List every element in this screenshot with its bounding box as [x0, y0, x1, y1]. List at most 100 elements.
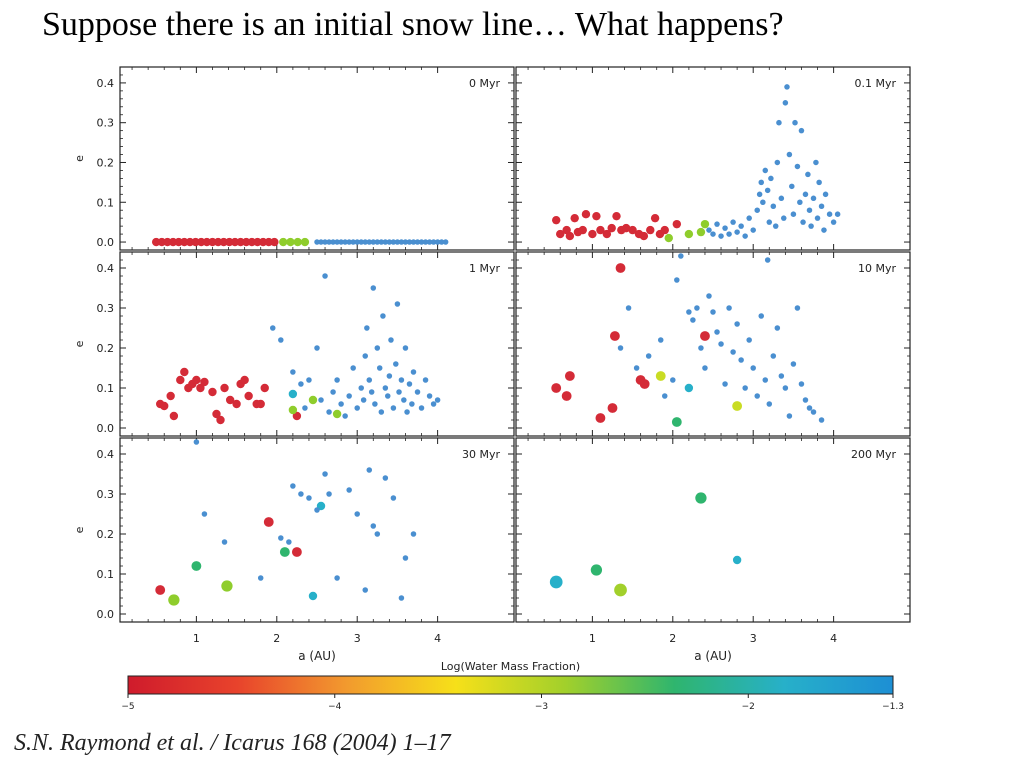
data-point [646, 225, 655, 235]
data-point [570, 213, 579, 223]
data-point [221, 580, 233, 592]
data-point [396, 389, 402, 395]
data-point [750, 227, 756, 233]
data-point [770, 353, 777, 359]
data-point [821, 227, 827, 233]
data-point [782, 385, 789, 391]
data-point [434, 239, 441, 245]
data-point [410, 239, 417, 245]
data-point [244, 391, 253, 401]
panel-30-myr: 0.0 0.1 0.2 0.3 0.4 e 1 2 3 4 a (AU) 30 Myr [73, 437, 515, 663]
data-point [322, 239, 328, 245]
data-point [155, 585, 166, 595]
data-point [756, 191, 763, 198]
data-point [342, 239, 348, 245]
data-point [350, 365, 356, 371]
data-point [225, 395, 235, 405]
data-point [368, 389, 375, 395]
citation: S.N. Raymond et al. / Icarus 168 (2004) … [14, 730, 451, 756]
data-point [442, 239, 449, 245]
data-point [786, 413, 793, 419]
x-axis-label: a (AU) [298, 649, 336, 663]
data-point [639, 231, 649, 241]
data-point [774, 325, 781, 331]
data-point [318, 239, 324, 245]
y-tick-label: 0.4 [97, 448, 115, 461]
data-point [382, 385, 389, 391]
data-point [288, 389, 298, 399]
data-point [766, 219, 773, 225]
data-point [263, 517, 274, 527]
data-point [722, 381, 728, 387]
data-point [698, 345, 704, 351]
data-point [354, 511, 360, 517]
data-point [602, 229, 612, 239]
data-point [390, 239, 397, 245]
slide-title: Suppose there is an initial snow line… W… [42, 6, 784, 43]
data-point [401, 397, 407, 403]
data-point [193, 439, 200, 445]
x-tick-label: 4 [434, 632, 441, 645]
data-point [726, 305, 732, 311]
data-point [257, 575, 264, 581]
y-tick-label: 0.3 [97, 302, 115, 315]
data-point [346, 239, 352, 245]
data-point [293, 237, 302, 247]
data-point [730, 349, 736, 355]
x-tick-label: 1 [589, 632, 596, 645]
data-point [678, 253, 684, 259]
data-point [422, 239, 429, 245]
data-point [393, 361, 399, 367]
data-point [409, 401, 415, 407]
x-tick-label: 1 [193, 632, 200, 645]
panel-time-label: 200 Myr [851, 448, 896, 461]
data-point [370, 239, 377, 245]
data-point [374, 345, 381, 351]
data-point [684, 383, 694, 393]
data-point [291, 547, 302, 557]
data-point [278, 337, 284, 343]
panel-time-label: 10 Myr [858, 262, 896, 275]
data-point [718, 233, 724, 239]
panel-frame [515, 251, 911, 437]
data-point [639, 379, 650, 389]
data-point [798, 381, 805, 387]
data-point [378, 409, 385, 415]
data-point [390, 495, 397, 501]
data-point [738, 223, 744, 229]
y-tick-label: 0.1 [97, 382, 115, 395]
data-point [166, 391, 175, 401]
data-point [358, 385, 364, 391]
data-point [607, 403, 618, 413]
data-point [754, 207, 760, 213]
data-point [615, 263, 626, 273]
data-point [706, 227, 712, 233]
data-point [221, 539, 228, 545]
data-point [192, 375, 201, 385]
y-tick-label: 0.4 [97, 262, 115, 275]
data-point [734, 229, 740, 235]
data-point [621, 223, 631, 233]
data-point [786, 151, 793, 158]
y-tick-label: 0.0 [97, 422, 115, 435]
data-point [561, 391, 572, 401]
data-point [792, 119, 798, 126]
x-tick-label: 3 [354, 632, 361, 645]
data-point [806, 405, 813, 411]
panel-time-label: 0 Myr [469, 77, 500, 90]
data-point [354, 405, 360, 411]
data-point [710, 309, 716, 315]
data-point [216, 415, 225, 425]
data-point [376, 365, 383, 371]
data-point [176, 375, 185, 385]
data-point [588, 229, 597, 239]
data-point [696, 227, 706, 237]
panel-1-myr: 0.0 0.1 0.2 0.3 0.4 e 1 Myr [73, 251, 515, 437]
panel-frame [515, 66, 911, 251]
data-point [661, 393, 668, 399]
data-point [714, 221, 720, 227]
data-point [718, 341, 724, 347]
data-point [342, 413, 348, 419]
y-tick-label: 0.2 [97, 342, 115, 355]
